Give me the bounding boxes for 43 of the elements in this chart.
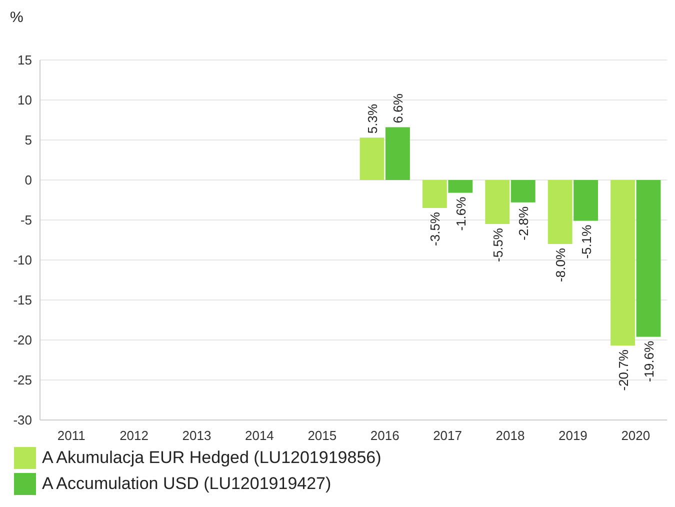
data-label: -1.6% (453, 196, 468, 231)
x-tick-label: 2018 (496, 428, 525, 443)
x-tick-label: 2013 (182, 428, 212, 443)
bar (485, 180, 510, 224)
x-tick-label: 2019 (558, 428, 588, 443)
data-label: -2.8% (516, 206, 532, 240)
y-tick-label: -10 (13, 252, 32, 268)
data-label: -5.1% (578, 224, 594, 259)
y-tick-label: 15 (18, 52, 32, 68)
bar (610, 180, 636, 346)
y-tick-label: -5 (20, 212, 32, 228)
y-tick-label: 10 (18, 92, 32, 108)
x-tick-label: 2015 (308, 428, 337, 443)
y-tick-label: -15 (13, 292, 32, 308)
x-tick-label: 2014 (244, 428, 274, 443)
x-tick-label: 2012 (120, 428, 149, 443)
bar (548, 180, 572, 244)
bar (510, 180, 536, 202)
data-label: 6.6% (390, 93, 406, 124)
legend-label: A Accumulation USD (LU1201919427) (42, 474, 332, 493)
data-label: -5.5% (490, 228, 506, 262)
y-tick-label: 0 (24, 172, 32, 188)
y-tick-label: -30 (13, 412, 32, 428)
legend-label: A Akumulacja EUR Hedged (LU1201919856) (42, 448, 382, 467)
x-tick-label: 2020 (621, 428, 650, 443)
bar (422, 180, 447, 208)
bar (574, 180, 598, 221)
y-tick-label: -20 (13, 332, 32, 348)
bar (636, 180, 661, 337)
bar (360, 138, 384, 180)
x-tick-label: 2011 (57, 428, 86, 443)
y-axis-title: % (10, 9, 24, 26)
data-label: 5.3% (364, 104, 380, 134)
x-tick-label: 2017 (433, 428, 462, 443)
x-tick-label: 2016 (370, 428, 400, 443)
data-label: -3.5% (428, 212, 443, 246)
bar (385, 127, 410, 180)
data-label: -20.7% (616, 349, 631, 391)
bar (448, 180, 473, 193)
data-label: -19.6% (642, 340, 657, 382)
y-tick-label: 5 (24, 132, 32, 148)
data-label: -8.0% (553, 248, 568, 282)
y-tick-label: -25 (13, 372, 32, 388)
